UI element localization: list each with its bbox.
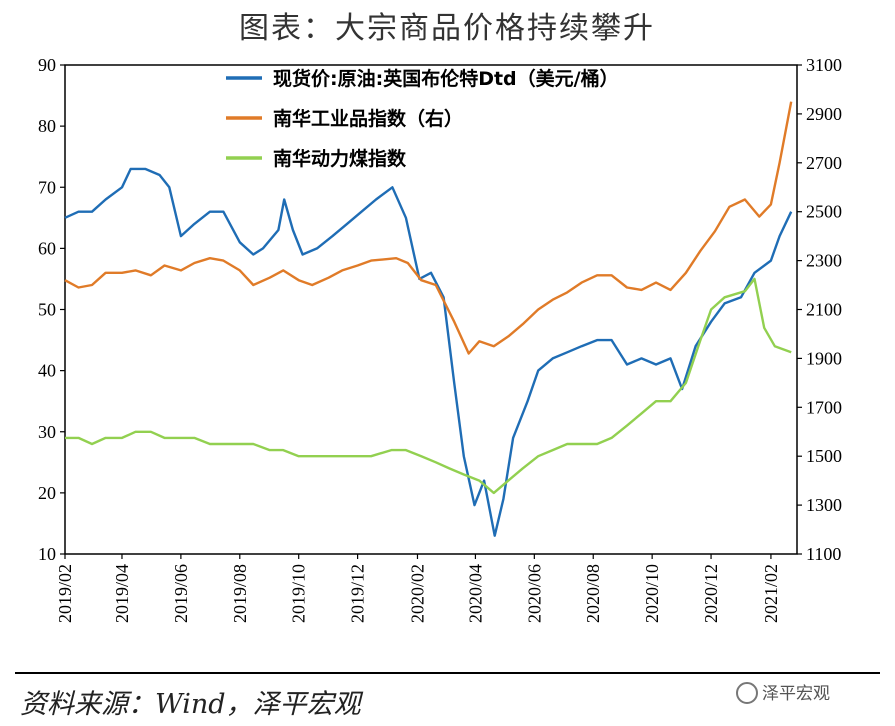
x-tick-label: 2021/02	[761, 564, 781, 623]
x-tick-label: 2019/04	[112, 564, 132, 623]
y-left-tick-label: 50	[38, 300, 56, 320]
legend-label-2: 南华工业品指数（右）	[273, 107, 463, 130]
legend-label-3: 南华动力煤指数	[273, 147, 407, 170]
x-tick-label: 2020/02	[407, 564, 427, 623]
y-right-tick-label: 1700	[806, 397, 842, 417]
x-tick-label: 2019/10	[289, 564, 309, 623]
y-right-tick-label: 2300	[806, 251, 842, 271]
y-right-tick-label: 2100	[806, 300, 842, 320]
y-left-tick-label: 20	[38, 483, 56, 503]
y-right-tick-label: 1100	[806, 544, 841, 564]
y-left-tick-label: 10	[38, 544, 56, 564]
watermark: 泽平宏观	[736, 682, 830, 704]
y-left-tick-label: 30	[38, 422, 56, 442]
y-right-tick-label: 2700	[806, 153, 842, 173]
y-right-tick-label: 1300	[806, 495, 842, 515]
y-left-tick-label: 60	[38, 238, 56, 258]
y-right-tick-label: 3100	[806, 55, 842, 75]
y-right-tick-label: 2500	[806, 202, 842, 222]
x-tick-label: 2019/12	[348, 564, 368, 623]
axes: 10 20 30 40 50 60 70 80 90 1100 1300 1500 1700 1900 21…	[38, 55, 842, 623]
y-right-tick-label: 2900	[806, 104, 842, 124]
legend-label-1: 现货价:原油:英国布伦特Dtd（美元/桶）	[273, 67, 619, 90]
legend: 现货价:原油:英国布伦特Dtd（美元/桶） 南华工业品指数（右） 南华动力煤指数	[226, 67, 619, 170]
x-tick-label: 2020/06	[524, 564, 544, 623]
y-left-tick-label: 80	[38, 116, 56, 136]
x-tick-label: 2019/02	[55, 564, 75, 623]
y-right-tick-label: 1500	[806, 446, 842, 466]
series-line-2	[64, 101, 793, 355]
y-left-tick-label: 70	[38, 177, 56, 197]
y-left-tick-label: 40	[38, 361, 56, 381]
x-tick-label: 2020/10	[642, 564, 662, 623]
series-line-1	[64, 167, 793, 537]
x-tick-label: 2020/04	[465, 564, 485, 623]
source-note: 资料来源：Wind，泽平宏观	[20, 689, 364, 720]
x-tick-label: 2020/12	[701, 564, 721, 623]
watermark-label: 泽平宏观	[762, 684, 830, 704]
chart-title: 图表：大宗商品价格持续攀升	[239, 11, 655, 46]
series-line-3	[65, 277, 792, 495]
x-tick-label: 2019/08	[230, 564, 250, 623]
x-tick-label: 2019/06	[171, 564, 191, 623]
series-layer	[64, 101, 793, 537]
y-right-tick-label: 1900	[806, 348, 842, 368]
plot-frame	[64, 64, 798, 555]
wechat-icon	[736, 682, 758, 704]
y-left-tick-label: 90	[38, 55, 56, 75]
x-tick-label: 2020/08	[583, 564, 603, 623]
